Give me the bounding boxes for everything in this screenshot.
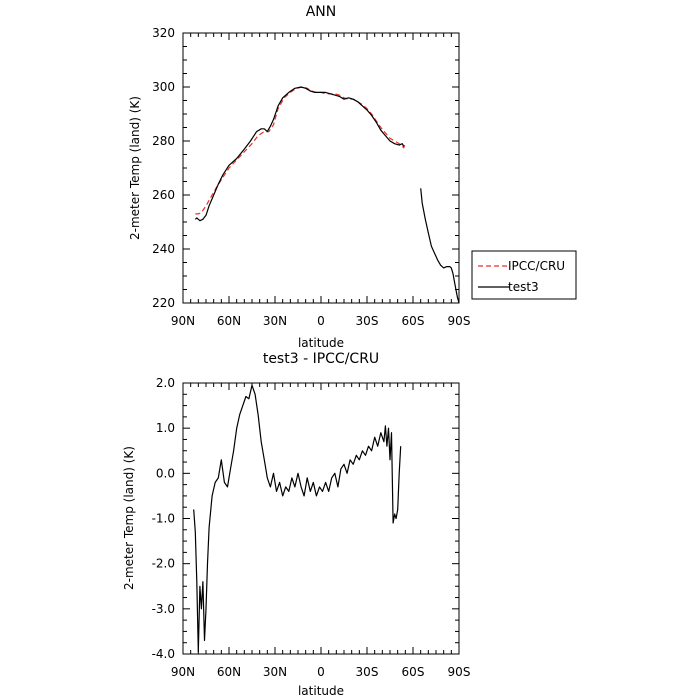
top-x-tick-label: 60N xyxy=(217,314,241,328)
bottom-panel: test3 - IPCC/CRU 90N 60N 30N 0 30S 60S 90S -4.0… xyxy=(122,351,470,698)
bottom-y-tick-label: -3.0 xyxy=(152,602,175,616)
bottom-x-tick-label: 0 xyxy=(317,665,325,679)
top-y-tick-label: 320 xyxy=(152,26,175,40)
bottom-series-line-difference xyxy=(193,384,402,653)
top-y-tick-label: 280 xyxy=(152,134,175,148)
bottom-y-tick-label: 0.0 xyxy=(156,466,175,480)
bottom-y-tick-label: 2.0 xyxy=(156,376,175,390)
top-y-tick-label: 260 xyxy=(152,188,175,202)
legend: IPCC/CRU test3 xyxy=(471,250,577,300)
top-x-tick-label: 60S xyxy=(402,314,425,328)
bottom-x-tick-label: 90S xyxy=(448,665,471,679)
top-series-line-test3 xyxy=(420,188,460,304)
top-x-tick-label: 30N xyxy=(263,314,287,328)
bottom-plot-frame xyxy=(182,382,460,655)
bottom-y-tick-label: -2.0 xyxy=(152,557,175,571)
top-plot-frame xyxy=(182,32,460,304)
top-y-tick-label: 300 xyxy=(152,80,175,94)
bottom-x-tick-label: 60N xyxy=(217,665,241,679)
bottom-y-tick-label: -1.0 xyxy=(152,512,175,526)
bottom-x-tick-label: 60S xyxy=(402,665,425,679)
top-x-axis-label: latitude xyxy=(298,336,344,350)
bottom-x-tick-label: 30S xyxy=(356,665,379,679)
legend-label-test3: test3 xyxy=(508,280,539,294)
top-chart-title: ANN xyxy=(306,4,337,20)
top-panel: ANN 90N 60N 30N 0 30S 60S 90S 220 240 260 280 300 32… xyxy=(128,4,577,350)
top-x-tick-label: 90S xyxy=(448,314,471,328)
bottom-y-tick-label: -4.0 xyxy=(152,647,175,661)
bottom-chart-title: test3 - IPCC/CRU xyxy=(263,351,379,367)
legend-label-ipcc-cru: IPCC/CRU xyxy=(508,259,565,273)
top-y-tick-label: 220 xyxy=(152,296,175,310)
top-series-line-ipcc-cru xyxy=(195,86,406,215)
bottom-x-axis-label: latitude xyxy=(298,684,344,698)
top-y-tick-label: 240 xyxy=(152,242,175,256)
legend-box xyxy=(471,250,577,300)
bottom-plot-area: 90N 60N 30N 0 30S 60S 90S -4.0 -3.0 -2.0 -1.0 0.0 1.… xyxy=(152,376,471,679)
bottom-x-tick-label: 90N xyxy=(171,665,195,679)
top-x-tick-label: 30S xyxy=(356,314,379,328)
top-y-axis-label: 2-meter Temp (land) (K) xyxy=(128,96,142,240)
bottom-y-tick-label: 1.0 xyxy=(156,421,175,435)
bottom-y-axis-label: 2-meter Temp (land) (K) xyxy=(122,446,136,590)
top-x-tick-label: 90N xyxy=(171,314,195,328)
top-plot-area: 90N 60N 30N 0 30S 60S 90S 220 240 260 280 300 320 xyxy=(152,26,470,328)
top-x-tick-label: 0 xyxy=(317,314,325,328)
top-series-line-test3 xyxy=(194,86,405,222)
bottom-x-tick-label: 30N xyxy=(263,665,287,679)
